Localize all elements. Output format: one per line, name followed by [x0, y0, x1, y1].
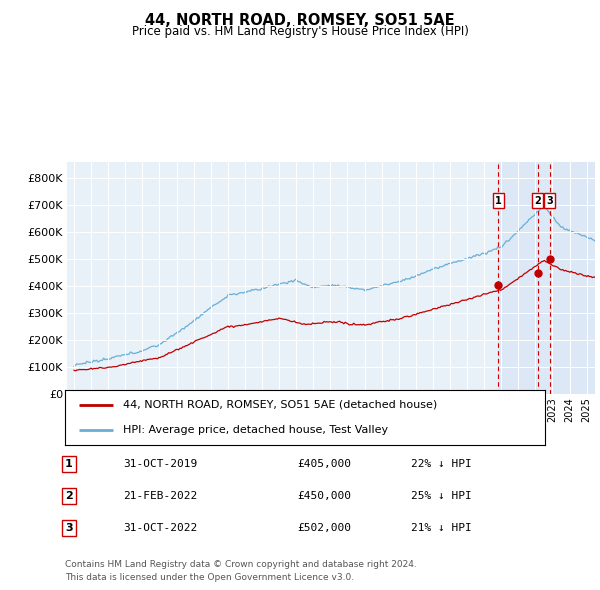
- Text: £405,000: £405,000: [297, 459, 351, 469]
- Text: 21-FEB-2022: 21-FEB-2022: [123, 491, 197, 501]
- Text: 31-OCT-2019: 31-OCT-2019: [123, 459, 197, 469]
- Text: HPI: Average price, detached house, Test Valley: HPI: Average price, detached house, Test…: [122, 425, 388, 435]
- Text: Price paid vs. HM Land Registry's House Price Index (HPI): Price paid vs. HM Land Registry's House …: [131, 25, 469, 38]
- Text: 22% ↓ HPI: 22% ↓ HPI: [411, 459, 472, 469]
- Text: 44, NORTH ROAD, ROMSEY, SO51 5AE (detached house): 44, NORTH ROAD, ROMSEY, SO51 5AE (detach…: [122, 400, 437, 410]
- Text: 25% ↓ HPI: 25% ↓ HPI: [411, 491, 472, 501]
- Text: 31-OCT-2022: 31-OCT-2022: [123, 523, 197, 533]
- Text: 3: 3: [546, 195, 553, 205]
- Text: 3: 3: [65, 523, 73, 533]
- Bar: [499, 162, 595, 394]
- Text: £502,000: £502,000: [297, 523, 351, 533]
- Text: 2: 2: [534, 195, 541, 205]
- Text: 44, NORTH ROAD, ROMSEY, SO51 5AE: 44, NORTH ROAD, ROMSEY, SO51 5AE: [145, 13, 455, 28]
- Text: 21% ↓ HPI: 21% ↓ HPI: [411, 523, 472, 533]
- Text: 1: 1: [495, 195, 502, 205]
- Text: 1: 1: [65, 459, 73, 469]
- Text: £450,000: £450,000: [297, 491, 351, 501]
- Text: 2: 2: [65, 491, 73, 501]
- Text: Contains HM Land Registry data © Crown copyright and database right 2024.
This d: Contains HM Land Registry data © Crown c…: [65, 560, 416, 582]
